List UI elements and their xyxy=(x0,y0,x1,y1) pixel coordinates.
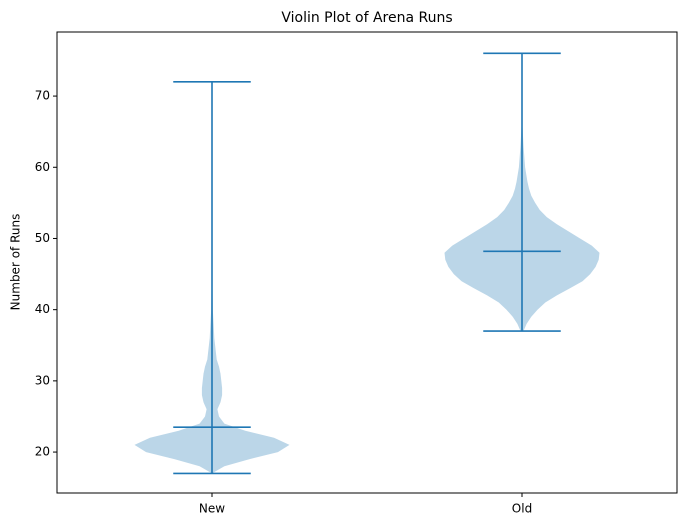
x-tick-label: New xyxy=(199,502,225,516)
chart-title: Violin Plot of Arena Runs xyxy=(281,10,452,26)
plot-frame xyxy=(56,31,678,494)
y-tick-label: 70 xyxy=(35,89,50,103)
y-tick-label: 30 xyxy=(35,373,50,387)
y-tick-label: 20 xyxy=(35,445,50,459)
y-tick-label: 40 xyxy=(35,302,50,316)
y-tick-label: 50 xyxy=(35,231,50,245)
x-tick-label: Old xyxy=(512,502,532,516)
y-tick-label: 60 xyxy=(35,160,50,174)
y-axis-label: Number of Runs xyxy=(9,214,23,311)
